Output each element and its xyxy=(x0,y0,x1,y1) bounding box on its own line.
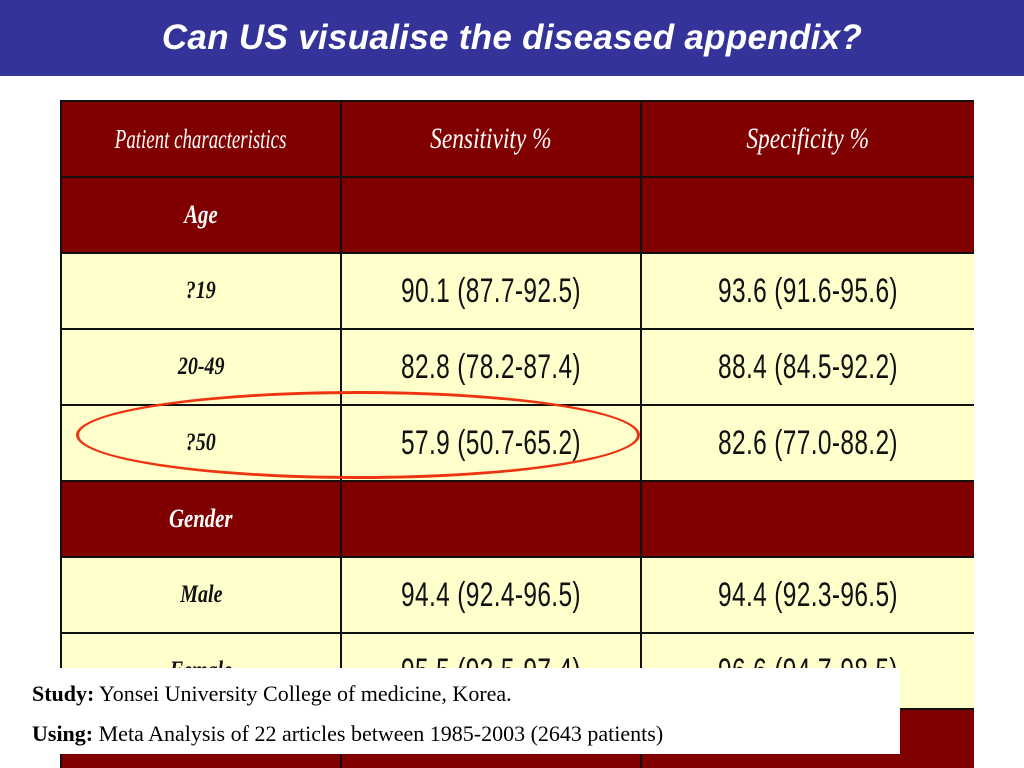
group-row-age: Age xyxy=(60,176,974,254)
study-info-box: Study: Yonsei University College of medi… xyxy=(24,668,900,754)
row-label-cell: ?19 xyxy=(60,252,342,330)
header-cell: Specificity % xyxy=(640,100,974,178)
table-row: ?19 90.1 (87.7-92.5) 93.6 (91.6-95.6) xyxy=(60,252,974,330)
specificity-cell: 94.4 (92.3-96.5) xyxy=(640,556,974,634)
header-cell: Patient characteristics xyxy=(60,100,342,178)
using-label: Using: xyxy=(32,721,94,746)
study-line: Study: Yonsei University College of medi… xyxy=(32,681,512,707)
sensitivity-cell: 94.4 (92.4-96.5) xyxy=(340,556,642,634)
group-row-gender: Gender xyxy=(60,480,974,558)
study-label: Study: xyxy=(32,681,95,706)
using-line: Using: Meta Analysis of 22 articles betw… xyxy=(32,721,663,747)
slide-title: Can US visualise the diseased appendix? xyxy=(161,18,863,57)
table-row: 20-49 82.8 (78.2-87.4) 88.4 (84.5-92.2) xyxy=(60,328,974,406)
title-bar: Can US visualise the diseased appendix? xyxy=(0,0,1024,76)
group-label-cell: Age xyxy=(60,176,342,254)
study-text: Yonsei University College of medicine, K… xyxy=(99,681,512,706)
sensitivity-cell: 90.1 (87.7-92.5) xyxy=(340,252,642,330)
specificity-cell: 88.4 (84.5-92.2) xyxy=(640,328,974,406)
specificity-cell: 93.6 (91.6-95.6) xyxy=(640,252,974,330)
row-label-cell: Male xyxy=(60,556,342,634)
table-row: Male 94.4 (92.4-96.5) 94.4 (92.3-96.5) xyxy=(60,556,974,634)
specificity-cell: 82.6 (77.0-88.2) xyxy=(640,404,974,482)
highlight-ellipse xyxy=(76,391,640,479)
header-cell: Sensitivity % xyxy=(340,100,642,178)
group-label-cell: Gender xyxy=(60,480,342,558)
using-text: Meta Analysis of 22 articles between 198… xyxy=(98,721,664,746)
table-header-row: Patient characteristics Sensitivity % Sp… xyxy=(60,100,974,178)
